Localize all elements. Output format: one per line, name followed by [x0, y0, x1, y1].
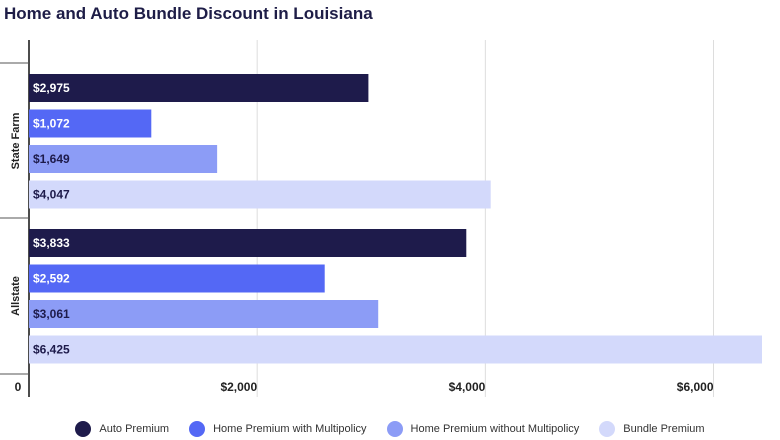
legend: Auto Premium Home Premium with Multipolic…	[0, 421, 780, 437]
data-label: $1,072	[33, 117, 70, 131]
data-label: $3,833	[33, 236, 70, 250]
legend-label: Bundle Premium	[623, 423, 705, 435]
legend-swatch	[75, 421, 92, 437]
data-label: $2,975	[33, 81, 70, 95]
data-label: $6,425	[33, 343, 70, 357]
bar	[29, 74, 369, 102]
legend-swatch	[189, 421, 206, 437]
data-label: $2,592	[33, 272, 70, 286]
data-label: $4,047	[33, 188, 70, 202]
bar	[29, 109, 152, 138]
x-tick-label: $4,000	[449, 380, 486, 394]
legend-item: Home Premium without Multipolicy	[386, 421, 580, 437]
data-label: $1,649	[33, 152, 70, 166]
legend-label: Home Premium with Multipolicy	[213, 423, 367, 435]
chart-title: Home and Auto Bundle Discount in Louisia…	[4, 4, 373, 23]
bar	[29, 335, 762, 364]
legend-item: Home Premium with Multipolicy	[189, 421, 367, 437]
bar	[29, 264, 325, 293]
bar-chart: 0 $2,000 $4,000 $6,000 State Farm $2,975 $1,07…	[0, 40, 762, 397]
group-label: Allstate	[10, 276, 22, 316]
group-label: State Farm	[10, 112, 22, 169]
legend-label: Auto Premium	[99, 423, 170, 435]
x-tick-label: 0	[15, 380, 22, 394]
x-tick-label: $2,000	[220, 380, 257, 394]
bar	[29, 145, 218, 173]
x-tick-label: $6,000	[677, 380, 714, 394]
bar	[29, 229, 467, 257]
legend-item: Bundle Premium	[599, 421, 705, 437]
bar	[29, 180, 491, 209]
legend-swatch	[386, 421, 403, 437]
legend-swatch	[599, 421, 616, 437]
bar	[29, 300, 379, 328]
data-label: $3,061	[33, 307, 70, 321]
legend-label: Home Premium without Multipolicy	[410, 423, 580, 435]
legend-item: Auto Premium	[75, 421, 169, 437]
